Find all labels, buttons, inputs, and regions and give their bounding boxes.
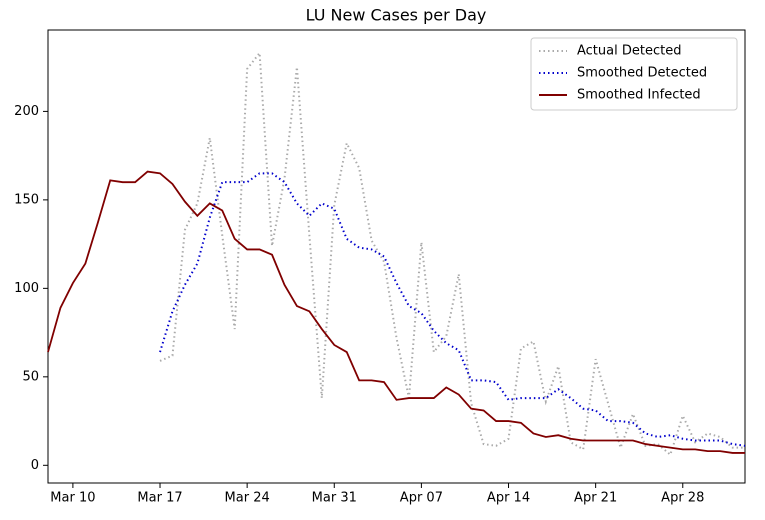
x-tick-label: Mar 17 — [137, 491, 182, 506]
x-tick-label: Apr 21 — [574, 491, 617, 506]
series-line — [159, 172, 746, 447]
y-tick-label: 100 — [14, 281, 39, 296]
series-line — [159, 50, 745, 457]
x-tick-label: Apr 07 — [400, 491, 443, 506]
series-line — [47, 170, 745, 454]
x-tick-label: Mar 31 — [312, 491, 357, 506]
y-tick-label: 0 — [31, 458, 39, 473]
legend-label: Smoothed Detected — [577, 66, 707, 81]
y-tick-label: 200 — [14, 104, 39, 119]
y-tick-label: 150 — [14, 192, 39, 207]
x-tick-label: Apr 14 — [487, 491, 530, 506]
x-tick-label: Apr 28 — [661, 491, 704, 506]
legend-label: Smoothed Infected — [577, 88, 701, 103]
x-tick-label: Mar 24 — [225, 491, 270, 506]
legend-box — [530, 37, 738, 111]
plot-frame — [47, 29, 746, 484]
y-tick-label: 50 — [22, 369, 39, 384]
x-tick-label: Mar 10 — [50, 491, 95, 506]
legend-label: Actual Detected — [577, 44, 681, 59]
chart-title: LU New Cases per Day — [306, 6, 487, 25]
